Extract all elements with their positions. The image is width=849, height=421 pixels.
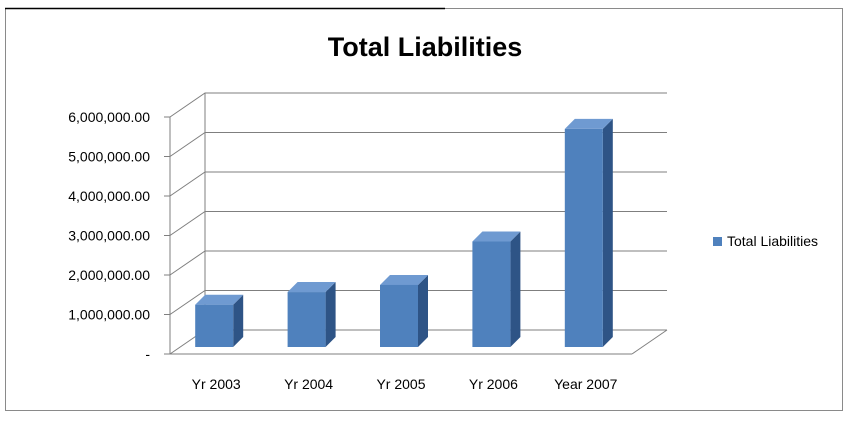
bar-front [195, 304, 234, 347]
y-tick-label: 6,000,000.00 [68, 109, 150, 125]
bar-front [472, 241, 511, 347]
bar-front [287, 292, 326, 347]
gridline [169, 211, 667, 236]
y-tick-label: 2,000,000.00 [68, 267, 150, 283]
gridline [169, 171, 667, 197]
y-tick-label: 5,000,000.00 [68, 149, 150, 165]
chart-title: Total Liabilities [328, 32, 523, 62]
legend-swatch [713, 237, 722, 246]
chart-border [5, 8, 843, 411]
bar-yr-2005 [380, 274, 428, 347]
bar-top [564, 118, 613, 129]
bar-top [380, 274, 428, 285]
legend-label: Total Liabilities [727, 233, 818, 249]
x-tick-label: Yr 2003 [192, 376, 241, 392]
bar-year-2007 [564, 118, 613, 347]
bar-yr-2006 [472, 231, 521, 347]
y-axis: - 1,000,000.00 2,000,000.00 3,000,000.00 4,0… [68, 109, 668, 362]
x-tick-label: Yr 2006 [469, 376, 518, 392]
bar-side [602, 118, 613, 347]
x-tick-label: Year 2007 [554, 376, 618, 392]
x-tick-label: Yr 2004 [284, 376, 333, 392]
y-tick-label: 4,000,000.00 [68, 188, 150, 204]
x-axis-labels: Yr 2003 Yr 2004 Yr 2005 Yr 2006 Year 2007 [192, 376, 618, 392]
bar-side [233, 294, 244, 347]
y-tick-label: - [145, 346, 150, 362]
gridline [169, 92, 667, 118]
bar-yr-2003 [195, 294, 244, 347]
y-tick-label: 1,000,000.00 [68, 307, 150, 323]
floor-right-edge [631, 329, 668, 355]
bar-front [380, 284, 418, 347]
legend: Total Liabilities [713, 233, 818, 249]
y-tick-label: 3,000,000.00 [68, 228, 150, 244]
x-tick-label: Yr 2005 [376, 376, 425, 392]
bar-yr-2004 [287, 282, 336, 347]
bar-side [510, 231, 521, 347]
bar-side [325, 282, 336, 347]
bar-top [195, 294, 244, 305]
bars [195, 118, 613, 347]
gridline [169, 132, 667, 157]
gridlines [169, 92, 667, 355]
bar-top [472, 231, 521, 242]
bar-top [287, 282, 336, 293]
bar-front [564, 128, 603, 347]
bar-side [418, 274, 428, 347]
